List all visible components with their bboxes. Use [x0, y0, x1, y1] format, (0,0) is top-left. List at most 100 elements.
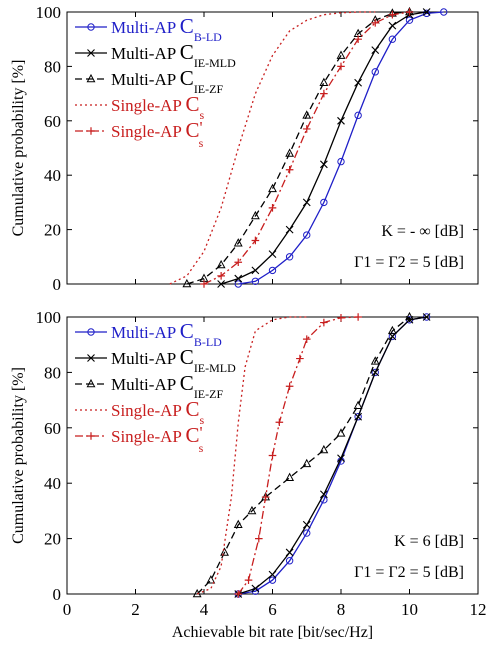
data-point: [268, 570, 277, 579]
data-point: [371, 46, 380, 54]
legend-label: Multi-AP CIE-ZF: [111, 66, 223, 96]
data-point: [319, 490, 328, 499]
data-point: [251, 236, 260, 245]
y-tick-label: 80: [44, 57, 61, 76]
series-line: [238, 316, 427, 595]
data-point: [353, 400, 363, 409]
data-point: [268, 266, 277, 275]
legend-label-c: C: [180, 345, 194, 369]
x-tick-label: 0: [63, 600, 72, 619]
data-point: [285, 253, 294, 261]
annotation-k: K = 6 [dB]: [394, 533, 464, 550]
data-point: [354, 313, 362, 321]
data-point: [220, 547, 229, 556]
series-line: [238, 316, 427, 595]
data-point: [200, 280, 208, 288]
data-point: [354, 78, 363, 87]
data-point: [302, 458, 312, 468]
data-point: [371, 68, 379, 76]
legend-label-sub: s: [199, 108, 204, 122]
series-1: [217, 8, 431, 288]
legend-label: Single-AP C' s: [111, 118, 204, 150]
data-point: [387, 325, 397, 335]
data-point: [268, 250, 277, 258]
x-tick-label: 4: [200, 600, 209, 619]
legend-label-prime: ': [199, 423, 202, 442]
series-1: [234, 313, 431, 598]
data-point: [370, 356, 380, 365]
legend-marker: [87, 49, 95, 57]
data-point: [354, 413, 362, 421]
data-point: [319, 444, 329, 454]
data-point: [244, 576, 253, 584]
legend-label-sub: B-LD: [194, 30, 222, 44]
series-line: [220, 11, 427, 285]
data-point: [268, 451, 277, 460]
legend-label-c: C: [185, 423, 199, 447]
legend-label-sub: s: [199, 413, 204, 427]
data-point: [388, 21, 397, 30]
series-0: [234, 8, 448, 288]
data-point: [216, 259, 226, 269]
data-point: [268, 183, 277, 193]
legend-label-c: C: [185, 92, 199, 116]
data-point: [302, 125, 311, 133]
legend-label: Single-AP Cs: [111, 397, 204, 427]
data-point: [268, 204, 277, 212]
annotation-gamma: Γ1 = Γ2 = 5 [dB]: [354, 254, 464, 271]
data-point: [234, 258, 243, 267]
y-tick-label: 20: [44, 530, 61, 549]
data-point: [255, 534, 263, 543]
data-point: [285, 557, 294, 565]
legend-label-prime: ': [199, 118, 202, 137]
data-point: [217, 280, 226, 288]
data-point: [302, 520, 311, 529]
series-2: [192, 311, 414, 598]
legend-label: Multi-AP CIE-MLD: [111, 345, 236, 375]
data-point: [320, 198, 328, 207]
data-point: [296, 354, 304, 363]
y-tick-label: 100: [36, 3, 62, 22]
legend-label-c: C: [180, 371, 194, 395]
data-point: [371, 368, 380, 377]
data-point: [405, 8, 414, 16]
legend-label-main: Multi-AP: [111, 18, 180, 37]
data-point: [251, 584, 260, 593]
data-point: [371, 19, 380, 27]
legend-label-main: Multi-AP: [111, 323, 180, 342]
data-point: [285, 472, 295, 481]
legend-marker: [86, 73, 96, 83]
series-4: [234, 313, 362, 598]
legend-marker: [87, 354, 95, 362]
y-tick-label: 80: [44, 363, 61, 382]
data-point: [371, 368, 379, 377]
data-point: [302, 335, 311, 343]
data-point: [422, 9, 431, 18]
data-point: [303, 529, 311, 537]
legend-label: Multi-AP CB-LD: [111, 14, 222, 44]
legend-label-c: C: [180, 66, 194, 90]
legend-marker: [87, 328, 95, 336]
x-axis-label: Achievable bit rate [bit/sec/Hz]: [172, 624, 373, 641]
data-point: [319, 160, 328, 169]
x-tick-label: 12: [470, 600, 487, 619]
data-point: [337, 62, 345, 71]
legend-marker: [87, 432, 95, 440]
chart-panel-top: 0 20 40 60 80 100 Cumulative probability [%] Mu…: [10, 3, 479, 294]
legend-marker: [87, 23, 95, 31]
series-3: [169, 11, 376, 285]
data-point: [405, 16, 414, 24]
data-point: [182, 278, 192, 288]
series-line: [196, 316, 410, 595]
data-point: [319, 77, 329, 87]
legend-label-main: Single-AP: [111, 122, 185, 141]
data-point: [285, 548, 294, 557]
legend-label: Single-AP Cs: [111, 92, 204, 122]
legend-label-c: C: [185, 118, 199, 142]
x-tick-label: 2: [131, 600, 140, 619]
legend-label-main: Single-AP: [111, 96, 185, 115]
y-tick-label: 0: [53, 585, 62, 604]
data-point: [302, 198, 311, 207]
